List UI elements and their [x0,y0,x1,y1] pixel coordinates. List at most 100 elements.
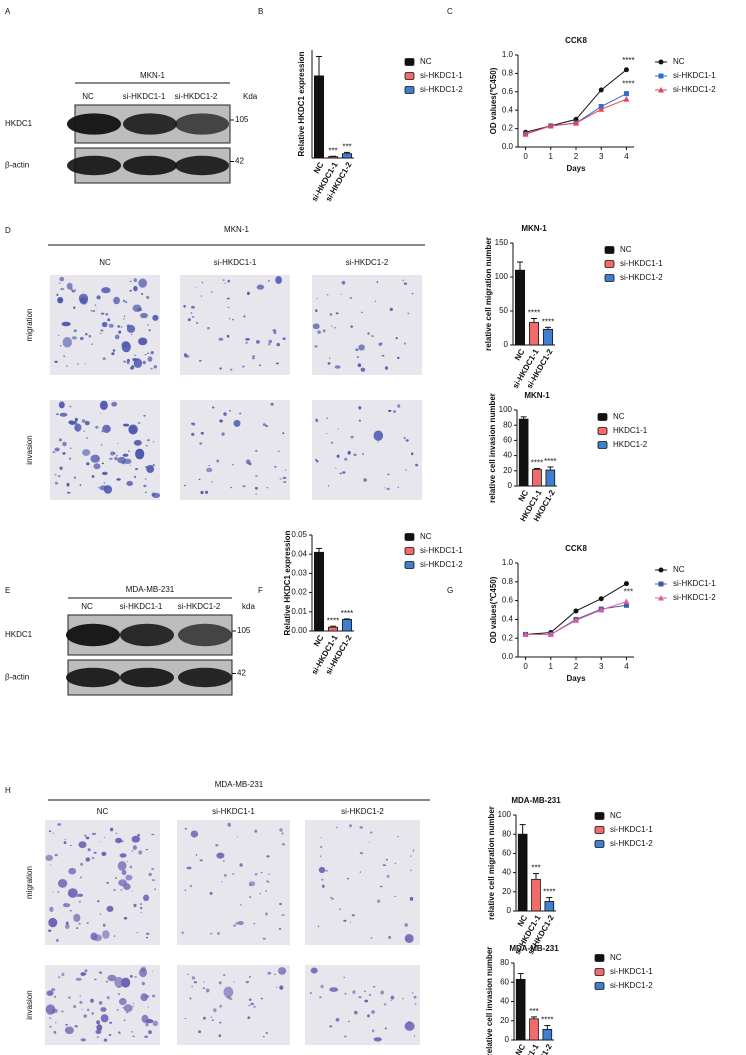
cell-speck [386,874,390,878]
cell-speck [189,997,192,1000]
cell-speck [218,1034,221,1038]
cell-speck [142,360,146,365]
cell-speck [100,412,102,414]
x-axis-label: Days [566,164,586,173]
y-tick-label: 40 [503,451,512,460]
cell-speck [80,876,82,879]
significance: **** [544,457,556,466]
cell-speck [198,1030,202,1033]
cell-speck [191,305,195,309]
cell-speck [143,894,150,902]
y-axis-label: OD values(℃450) [489,67,498,134]
cell-speck [344,457,348,461]
row-label: β-actin [5,673,29,682]
cell-speck [208,465,211,467]
y-tick-label: 0 [504,340,509,349]
blot-band [123,155,177,176]
lane-label: si-HKDC1-2 [178,602,221,611]
significance: **** [341,609,353,618]
cell-speck [60,287,65,291]
cell-speck [126,860,128,862]
cell-speck [309,992,312,994]
cell-speck [327,362,331,365]
cell-speck [385,858,388,861]
cell-speck [86,1008,90,1012]
cell-speck [79,1000,83,1004]
cell-speck [147,324,149,326]
cell-speck [402,997,404,1000]
cell-speck [125,874,133,881]
cell-speck [52,891,54,893]
cell-speck [146,439,150,442]
cell-speck [310,967,318,974]
cell-speck [266,855,270,858]
cell-speck [390,995,395,1000]
y-tick-label: 0.04 [291,549,307,558]
cell-speck [262,937,266,940]
point [598,607,605,613]
cell-speck [54,474,57,476]
cell-speck [139,903,143,905]
point [623,91,629,97]
cell-speck [350,921,352,923]
cell-speck [389,307,393,311]
y-tick-label: 0.6 [502,596,514,605]
cell-speck [388,409,392,412]
cell-speck [358,406,362,410]
legend-label: si-HKDC1-2 [420,560,463,569]
cell-speck [227,279,231,283]
cell-speck [268,339,273,344]
cell-speck [248,976,252,978]
cell-speck [152,464,155,467]
cell-speck [259,892,261,895]
y-tick-label: 0.4 [502,615,514,624]
micrograph-title: MKN-1 [224,225,249,234]
cell-speck [331,325,333,327]
cell-speck [202,987,206,989]
y-tick-label: 80 [503,420,512,429]
cell-speck [210,291,213,293]
cell-speck [148,872,152,877]
cell-speck [207,326,210,330]
cell-speck [273,330,277,335]
cell-speck [135,448,145,460]
cell-speck [46,990,54,996]
cell-speck [113,296,120,305]
cell-speck [226,334,230,338]
cell-speck [329,357,331,359]
cell-speck [54,447,60,452]
cell-speck [64,838,67,841]
cell-speck [121,869,127,876]
cell-speck [140,906,143,910]
cell-speck [404,1021,415,1031]
cell-speck [91,343,94,345]
cell-speck [57,334,60,336]
legend-marker [658,581,664,587]
cell-speck [266,880,269,883]
cell-speck [405,469,407,471]
cell-speck [65,924,70,929]
cell-speck [395,337,398,340]
y-axis-label: relative cell invasion number [485,947,494,1055]
cell-speck [70,288,74,292]
cell-speck [322,329,326,333]
cell-speck [339,472,342,475]
cell-speck [376,281,379,284]
row-label: HKDC1 [5,119,33,128]
cell-speck [312,323,320,330]
point [573,120,579,126]
cell-speck [347,450,351,455]
marker-label: 42 [235,157,244,166]
cell-speck [107,974,117,982]
cell-speck [99,841,101,843]
cell-speck [101,287,111,294]
cell-speck [243,315,246,318]
x-tick-label: 2 [574,152,579,161]
cell-speck [186,866,192,870]
cell-speck [137,422,141,424]
cell-speck [103,1038,108,1042]
legend-marker [658,87,664,93]
legend-swatch [404,561,415,569]
cell-speck [248,998,252,1001]
cell-speck [374,300,377,302]
